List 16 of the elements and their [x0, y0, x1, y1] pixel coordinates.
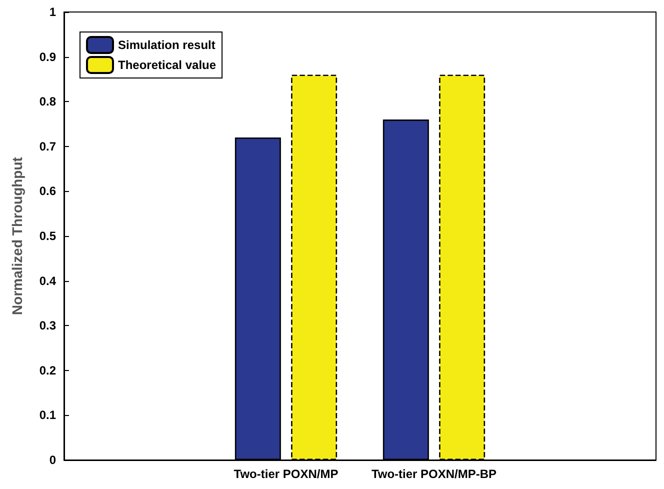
legend-label: Theoretical value [118, 58, 216, 72]
legend-label: Simulation result [118, 38, 216, 52]
y-tick-label: 0.6 [39, 184, 56, 198]
y-tick-label: 0.5 [39, 229, 56, 243]
y-tick-label: 0 [49, 453, 56, 467]
x-tick-label: Two-tier POXN/MP [234, 467, 338, 481]
y-tick-label: 0.4 [39, 274, 56, 288]
y-tick-label: 0.9 [39, 50, 56, 64]
y-tick-label: 1 [49, 5, 56, 19]
x-tick-label: Two-tier POXN/MP-BP [371, 467, 497, 481]
y-tick-label: 0.2 [39, 363, 56, 378]
y-tick-label: 0.3 [39, 318, 56, 333]
y-tick-label: 0.1 [39, 408, 56, 422]
y-axis-title: Normalized Throughput [9, 156, 25, 315]
y-tick-label: 0.8 [39, 94, 56, 109]
y-tick-label: 0.7 [39, 139, 56, 154]
